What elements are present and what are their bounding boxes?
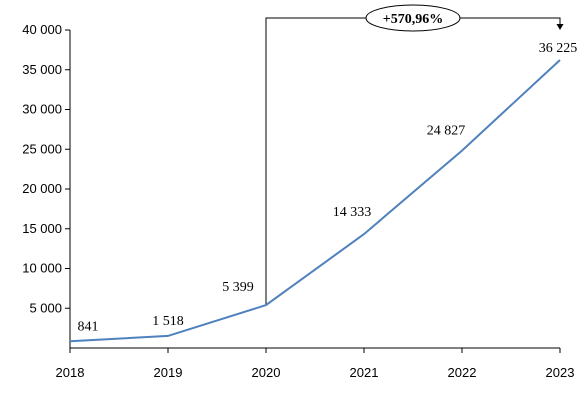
y-tick-label: 35 000: [22, 62, 62, 77]
annotation-label: +570,96%: [383, 12, 443, 27]
x-tick-label: 2022: [448, 365, 477, 380]
x-tick-label: 2021: [350, 365, 379, 380]
data-label: 24 827: [427, 124, 466, 139]
x-tick-label: 2020: [252, 365, 281, 380]
y-tick-label: 10 000: [22, 261, 62, 276]
y-tick-label: 20 000: [22, 181, 62, 196]
x-tick-label: 2023: [546, 365, 575, 380]
y-axis: 5 000 10 000 15 000 20 000 25 000 30 000 35 00…: [22, 22, 71, 348]
data-label: 36 225: [539, 41, 578, 56]
annotation-bracket: [265, 17, 561, 306]
annotation-bubble: [365, 4, 461, 32]
annotation-arrowhead: [556, 24, 564, 30]
y-tick-label: 25 000: [22, 141, 62, 156]
y-tick-label: 30 000: [22, 102, 62, 117]
data-labels: 841 1 518 5 399 14 333 24 827 36 225: [78, 41, 578, 334]
growth-annotation: +570,96%: [265, 4, 564, 306]
series-group: [69, 59, 561, 343]
data-label: 1 518: [152, 314, 184, 329]
data-label: 14 333: [333, 205, 372, 220]
y-tick-label: 40 000: [22, 22, 62, 37]
series-line: [69, 59, 561, 343]
x-axis: 2018 2019 2020 2021 2022 2023: [56, 347, 575, 380]
y-tick-label: 15 000: [22, 221, 62, 236]
data-label: 841: [78, 319, 99, 334]
y-tick-label: 5 000: [29, 300, 62, 315]
data-label: 5 399: [222, 280, 254, 295]
x-tick-label: 2018: [56, 365, 85, 380]
x-tick-label: 2019: [154, 365, 183, 380]
